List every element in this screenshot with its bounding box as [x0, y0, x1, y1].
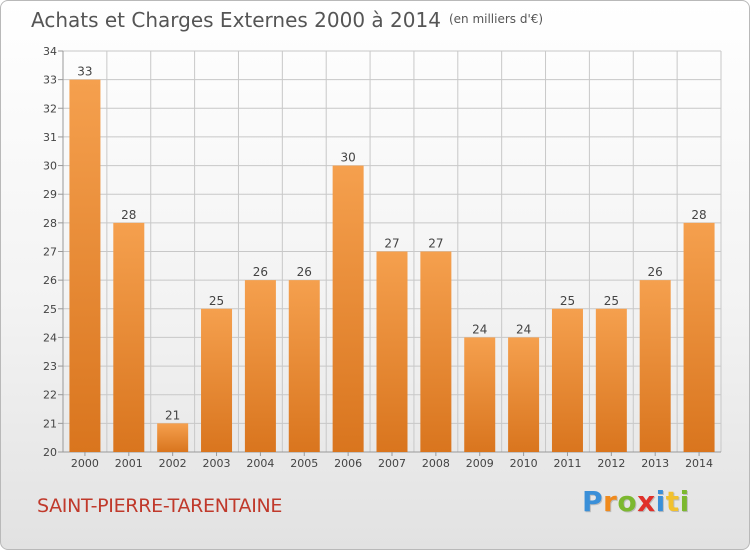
chart-title-text: Achats et Charges Externes 2000 à 2014: [31, 8, 441, 32]
x-tick-label: 2003: [203, 457, 231, 470]
x-tick-label: 2010: [510, 457, 538, 470]
bar: [639, 280, 671, 452]
y-tick-label: 32: [43, 102, 57, 115]
bar: [508, 337, 540, 452]
y-tick-label: 22: [43, 389, 57, 402]
bar: [244, 280, 276, 452]
data-label: 24: [516, 322, 531, 336]
x-tick-label: 2014: [685, 457, 713, 470]
logo-letter: o: [617, 485, 638, 518]
x-tick-label: 2008: [422, 457, 450, 470]
bar: [288, 280, 320, 452]
chart-title: Achats et Charges Externes 2000 à 2014 (e…: [31, 8, 543, 32]
x-tick-label: 2007: [378, 457, 406, 470]
x-tick-label: 2011: [553, 457, 581, 470]
x-tick-label: 2013: [641, 457, 669, 470]
proxiti-logo: Proxiti: [582, 485, 690, 518]
y-tick-label: 25: [43, 303, 57, 316]
logo-letter: i: [655, 485, 666, 518]
y-tick-label: 24: [43, 331, 57, 344]
x-tick-label: 2012: [597, 457, 625, 470]
data-label: 28: [121, 208, 136, 222]
bars: [69, 79, 715, 453]
x-tick-label: 2000: [71, 457, 99, 470]
bar: [201, 308, 233, 452]
x-tick-label: 2006: [334, 457, 362, 470]
y-tick-label: 30: [43, 160, 57, 173]
logo-letter: t: [665, 485, 680, 518]
x-tick-label: 2009: [466, 457, 494, 470]
data-label: 25: [209, 294, 224, 308]
data-label: 28: [691, 208, 706, 222]
bar: [464, 337, 496, 452]
data-label: 27: [428, 237, 443, 251]
data-labels: 33 28 21 25 26 26 30 27 27 24 24 25 25 26 28: [77, 65, 706, 423]
bar: [376, 251, 408, 452]
x-tick-label: 2005: [290, 457, 318, 470]
data-label: 26: [648, 265, 663, 279]
y-tick-label: 23: [43, 360, 57, 373]
logo-letter: P: [582, 485, 604, 518]
bar: [332, 165, 364, 453]
bar: [69, 79, 101, 453]
bar: [113, 222, 145, 452]
data-label: 24: [472, 322, 487, 336]
chart-unit: (en milliers d'€): [448, 12, 544, 26]
data-label: 21: [165, 408, 180, 422]
commune-name: SAINT-PIERRE-TARENTAINE: [37, 495, 283, 517]
y-tick-label: 28: [43, 217, 57, 230]
y-tick-label: 29: [43, 188, 57, 201]
y-tick-label: 21: [43, 417, 57, 430]
data-label: 30: [340, 151, 355, 165]
y-tick-label: 33: [43, 74, 57, 87]
data-label: 25: [560, 294, 575, 308]
tick-labels: 20 21 22 23 24 25 26 27 28 29 30 31 32 33 34 2000 2001 20…: [43, 45, 713, 470]
logo-letter: r: [603, 485, 618, 518]
bar: [683, 222, 715, 452]
x-tick-label: 2002: [159, 457, 187, 470]
y-tick-label: 34: [43, 45, 57, 58]
data-label: 27: [384, 237, 399, 251]
data-label: 26: [253, 265, 268, 279]
bar: [157, 423, 189, 452]
bar: [551, 308, 583, 452]
logo-letter: x: [637, 485, 656, 518]
y-tick-label: 20: [43, 446, 57, 459]
data-label: 33: [77, 65, 92, 79]
data-label: 26: [297, 265, 312, 279]
logo-letter: i: [679, 485, 690, 518]
y-tick-label: 31: [43, 131, 57, 144]
y-tick-label: 27: [43, 246, 57, 259]
data-label: 25: [604, 294, 619, 308]
bar: [595, 308, 627, 452]
x-tick-label: 2001: [115, 457, 143, 470]
y-tick-label: 26: [43, 274, 57, 287]
x-tick-label: 2004: [246, 457, 274, 470]
bar: [420, 251, 452, 452]
